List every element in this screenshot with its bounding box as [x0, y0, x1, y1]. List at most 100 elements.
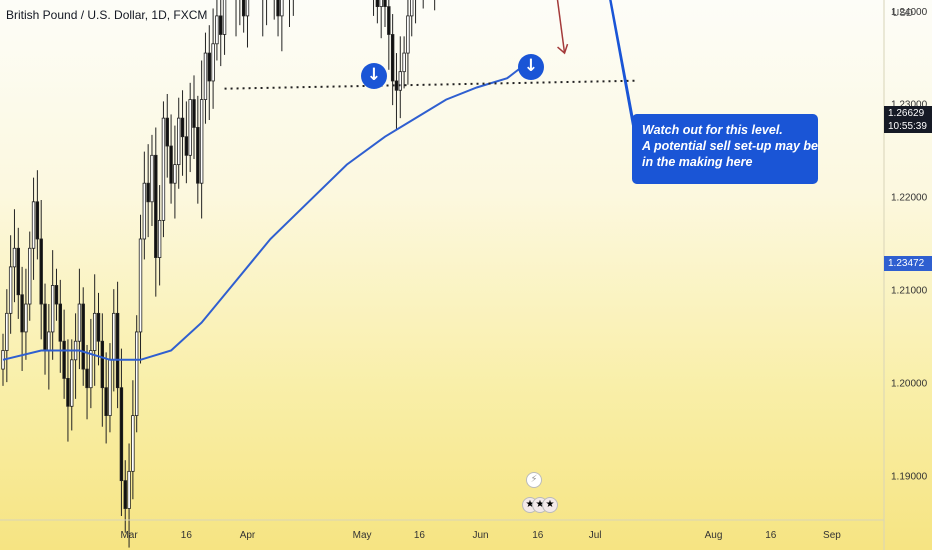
candle	[222, 0, 227, 55]
candle	[387, 0, 391, 70]
candle	[35, 170, 40, 260]
candle-body	[150, 154, 154, 203]
candle	[262, 0, 264, 37]
candle	[16, 227, 20, 319]
candle-body	[222, 0, 227, 35]
candle-body	[146, 182, 150, 203]
price-tick-label: 1.24000	[891, 7, 928, 18]
candle	[150, 134, 154, 226]
candle	[161, 101, 166, 238]
price-axis-unit: USD	[892, 8, 914, 19]
candle-body	[177, 117, 181, 166]
candle-body	[154, 154, 158, 258]
candle	[289, 0, 290, 28]
price-tick-label: 1.20000	[891, 379, 928, 390]
candle	[81, 287, 85, 386]
candle	[108, 343, 112, 433]
candle-body	[207, 52, 211, 82]
candle	[62, 309, 66, 399]
candle-body	[398, 71, 402, 91]
candle-body	[70, 359, 74, 407]
candle-body	[169, 145, 173, 184]
candle	[123, 460, 127, 533]
candle-body	[50, 285, 55, 333]
candle	[146, 144, 150, 238]
candle	[58, 279, 62, 373]
candle	[134, 315, 139, 433]
candle-body	[66, 378, 70, 407]
candle	[28, 231, 32, 321]
arrow-down-circle-icon: ↓	[361, 63, 387, 89]
moving-average-badge[interactable]: 1.23472	[884, 256, 932, 271]
candle	[188, 82, 192, 173]
candle	[276, 0, 280, 37]
candle-body	[188, 99, 192, 156]
candle-body	[81, 303, 85, 370]
candle-body	[196, 127, 200, 184]
candle	[410, 0, 414, 37]
candle	[169, 114, 173, 204]
candle-body	[199, 99, 204, 184]
candle	[39, 199, 43, 340]
candle	[104, 352, 108, 444]
candle-body	[387, 6, 391, 35]
candle-body	[31, 201, 36, 249]
candle-body	[104, 387, 108, 416]
candle	[379, 0, 383, 39]
candle	[239, 0, 241, 26]
candle	[43, 283, 47, 375]
candle-body	[85, 368, 89, 389]
candle	[96, 292, 101, 366]
price-tick-label: 1.19000	[891, 472, 928, 483]
candle	[241, 0, 246, 33]
candle	[89, 318, 93, 409]
candle-body	[35, 201, 40, 240]
candle-body	[375, 0, 380, 8]
candle	[245, 0, 250, 48]
candle	[177, 97, 181, 189]
candle-body	[180, 117, 185, 138]
candle-body	[12, 247, 17, 268]
callout-note[interactable]: Watch out for this level. A potential se…	[632, 114, 818, 184]
last-price-badge[interactable]: 1.26629 10:55:39	[884, 106, 932, 133]
lightning-icon[interactable]: ⚡	[526, 472, 542, 488]
candle	[390, 14, 395, 106]
candle-body	[157, 219, 162, 258]
chart-title: British Pound / U.S. Dollar, 1D, FXCM	[6, 8, 208, 22]
candle	[8, 235, 13, 334]
price-tick-label: 1.22000	[891, 193, 928, 204]
candle	[203, 32, 208, 124]
time-tick-label: Apr	[240, 530, 256, 541]
arrow-down-circle-icon: ↓	[518, 54, 544, 80]
candle	[5, 289, 9, 383]
candle	[100, 313, 105, 427]
candle-body	[142, 182, 147, 240]
candle-body	[165, 117, 169, 147]
candle-body	[402, 52, 406, 73]
candle	[273, 0, 275, 20]
projection-arrow	[556, 0, 566, 54]
time-axis-ticks: Mar 16 Apr May 16 Jun 16 Jul Aug 16 Sep	[120, 530, 841, 541]
candle	[142, 151, 147, 260]
candle-body	[39, 238, 43, 305]
candle-body	[8, 266, 13, 314]
candle	[70, 339, 74, 431]
callout-pointer	[609, 0, 635, 135]
time-tick-label: 16	[765, 530, 777, 541]
callout-line: A potential sell set-up may be	[642, 139, 818, 153]
candle	[215, 0, 219, 61]
bar-countdown: 10:55:39	[888, 121, 927, 132]
candle-body	[203, 52, 208, 100]
candle-body	[96, 312, 101, 342]
candle-body	[92, 312, 97, 351]
candle	[31, 177, 36, 280]
callout-line: Watch out for this level.	[642, 123, 783, 137]
candle-body	[43, 303, 47, 351]
time-tick-label: Jun	[472, 530, 488, 541]
candle	[119, 348, 124, 516]
support-line	[224, 79, 638, 90]
us-flag-icon[interactable]: ★	[542, 497, 558, 513]
candle-body	[100, 340, 105, 389]
